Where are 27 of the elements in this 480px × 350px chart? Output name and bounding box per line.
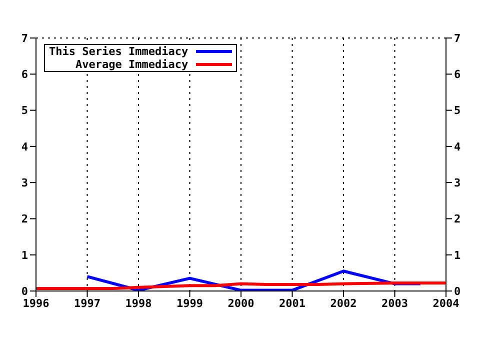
y-tick-label: 6 <box>21 68 28 82</box>
y-tick-label: 0 <box>21 284 28 298</box>
x-tick-label: 1999 <box>176 296 203 310</box>
y2-tick-label: 1 <box>454 248 461 262</box>
y-tick-label: 7 <box>21 32 28 45</box>
x-tick-label: 1996 <box>22 296 50 310</box>
x-tick-label: 2001 <box>279 296 306 310</box>
y-tick-label: 1 <box>21 248 28 262</box>
x-tick-label: 2004 <box>432 296 460 310</box>
y2-tick-label: 7 <box>454 32 461 45</box>
y-tick-label: 2 <box>21 212 28 226</box>
y2-tick-label: 4 <box>454 140 461 154</box>
y-tick-label: 3 <box>21 176 28 190</box>
x-tick-label: 1997 <box>74 296 100 310</box>
y2-tick-label: 6 <box>454 68 461 82</box>
x-tick-label: 2000 <box>228 296 254 310</box>
y2-tick-label: 2 <box>454 212 461 226</box>
y2-tick-label: 5 <box>454 104 461 118</box>
y-tick-label: 4 <box>21 140 28 154</box>
y2-tick-label: 3 <box>454 176 461 190</box>
legend-label: Average Immediacy <box>75 58 188 71</box>
x-tick-label: 2002 <box>330 296 357 310</box>
legend-label: This Series Immediacy <box>49 45 188 58</box>
y2-tick-label: 0 <box>454 284 461 298</box>
x-tick-label: 2003 <box>382 296 408 310</box>
y-tick-label: 5 <box>21 104 28 118</box>
x-tick-label: 1998 <box>125 296 152 310</box>
